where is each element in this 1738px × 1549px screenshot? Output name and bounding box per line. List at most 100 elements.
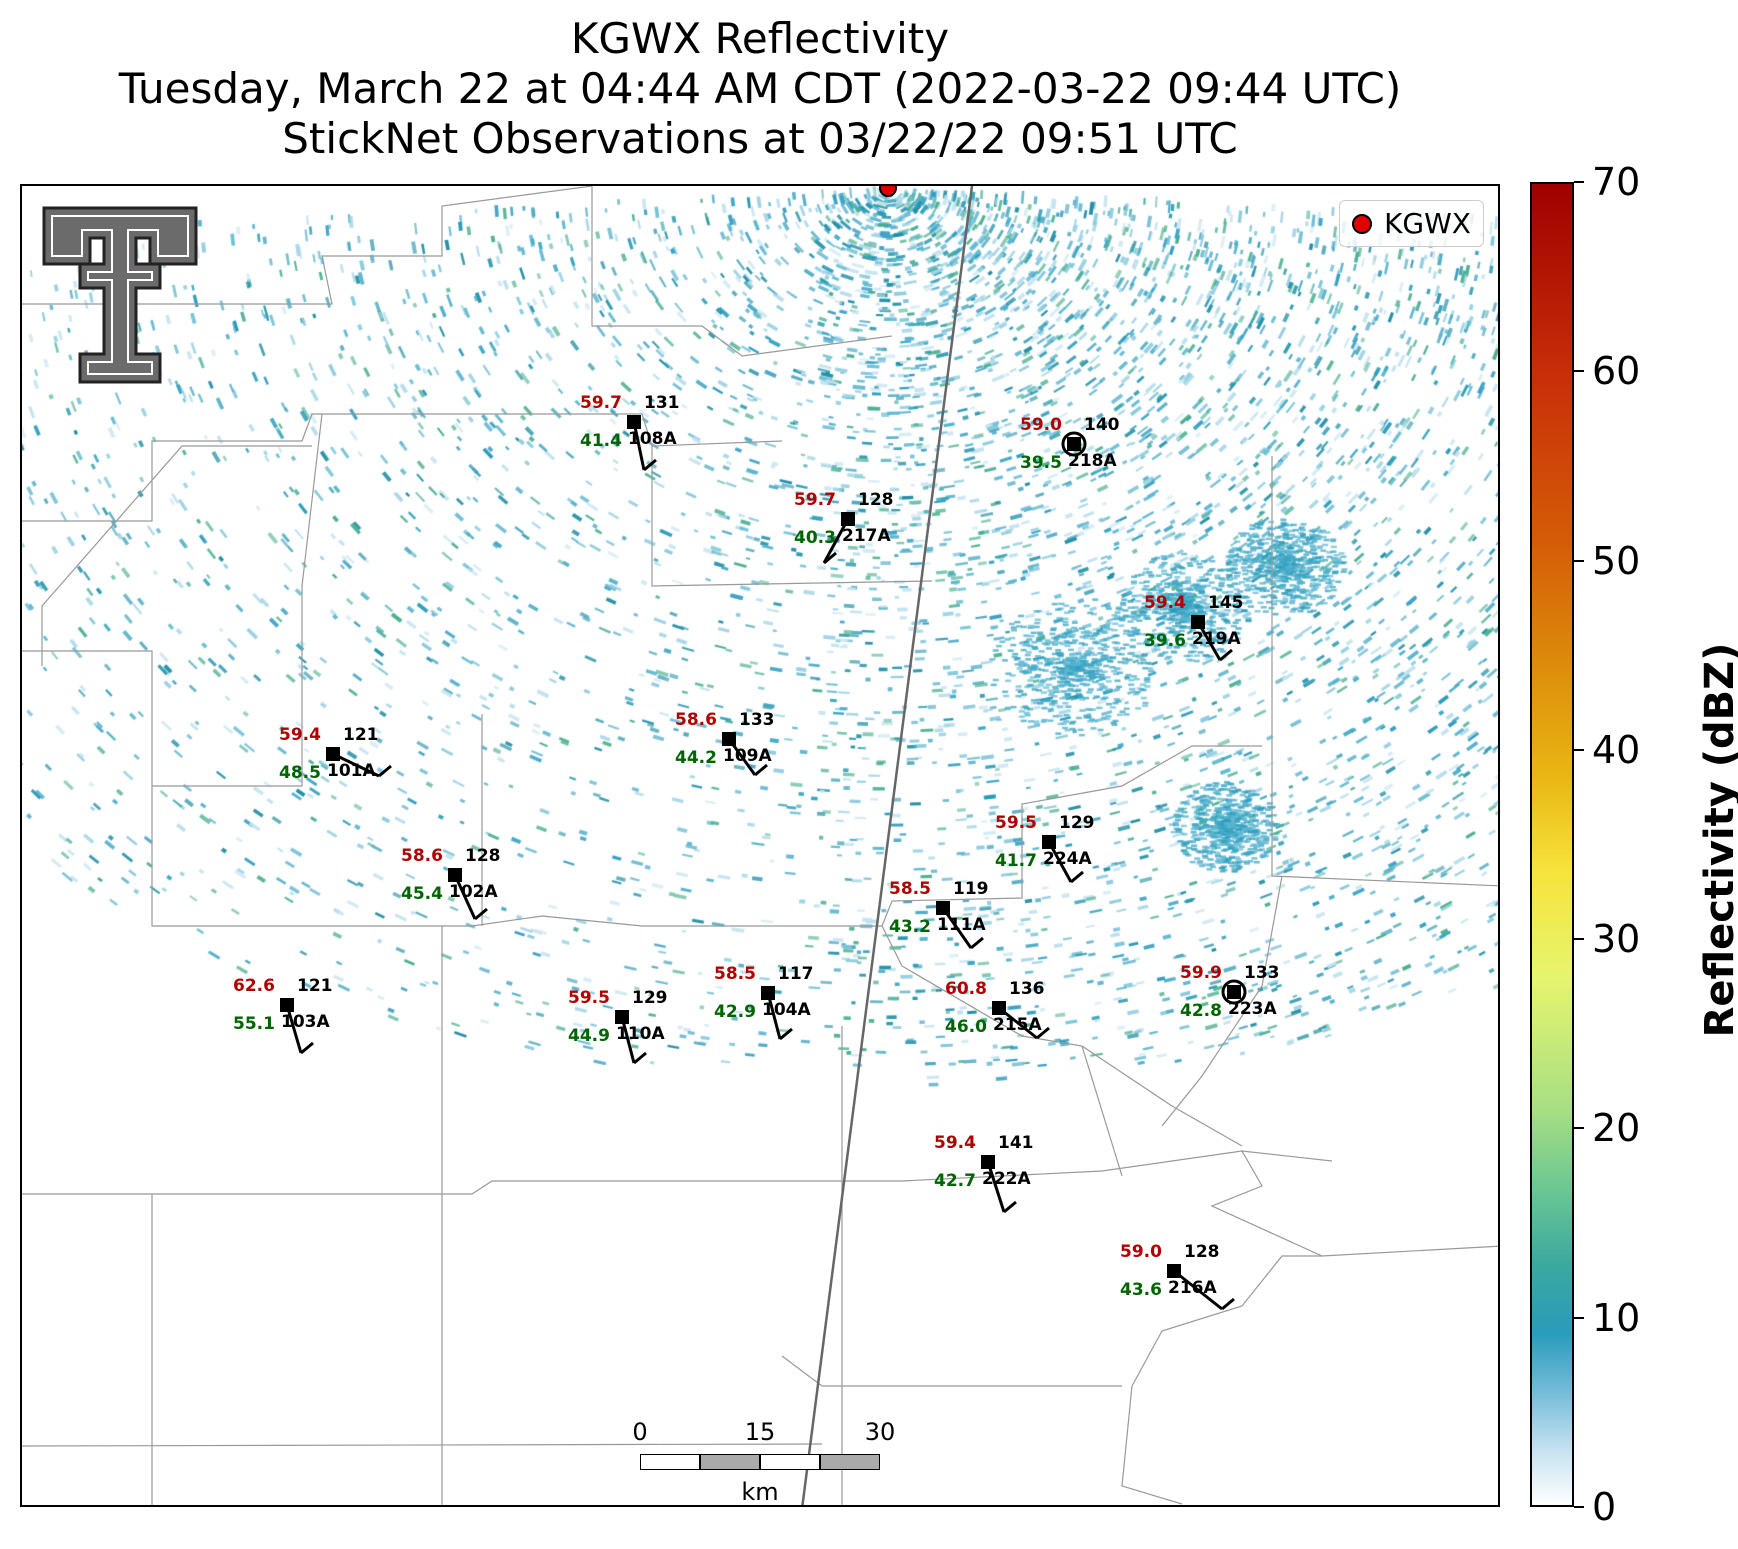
station-id: 215A	[993, 1015, 1042, 1035]
station-103a[interactable]: 62.6 121 55.1 103A	[233, 976, 333, 1055]
county-boundary	[1161, 875, 1283, 1127]
station-dewpoint: 48.5	[279, 763, 321, 783]
wind-barb-flag	[474, 907, 488, 921]
wind-barb-icon	[632, 421, 646, 471]
station-temperature: 58.5	[714, 964, 756, 984]
map-overlay: 59.7 131 41.4 108A 59.7 128 40.3 217A 59.0 140 39.…	[22, 186, 1498, 1505]
station-108a[interactable]: 59.7 131 41.4 108A	[580, 393, 680, 472]
station-marker-icon	[1042, 835, 1056, 849]
station-104a[interactable]: 58.5 117 42.9 104A	[714, 964, 814, 1041]
colorbar-tick-label: 20	[1592, 1106, 1641, 1151]
station-111a[interactable]: 58.5 119 43.2 111A	[889, 879, 989, 950]
station-marker-icon	[1167, 1264, 1181, 1278]
station-102a[interactable]: 58.6 128 45.4 102A	[401, 846, 501, 921]
station-wind-direction: 128	[465, 846, 501, 866]
station-wind-direction: 136	[1009, 979, 1045, 999]
colorbar-tick	[1574, 748, 1584, 751]
station-id: 216A	[1168, 1278, 1217, 1298]
scale-segment	[700, 1454, 760, 1470]
station-wind-direction: 128	[858, 490, 894, 510]
wind-barb-icon	[453, 874, 477, 920]
scale-bar: 0 15 30 km	[632, 1418, 895, 1506]
station-temperature: 59.5	[995, 813, 1037, 833]
colorbar-tick-label: 50	[1592, 538, 1641, 583]
station-dewpoint: 44.2	[675, 748, 717, 768]
station-temperature: 59.4	[1144, 593, 1186, 613]
plot-title: KGWX Reflectivity	[570, 14, 950, 63]
scale-label-0: 0	[632, 1418, 648, 1446]
station-218a[interactable]: 59.0 140 39.5 218A	[1020, 415, 1120, 473]
scale-label-30: 30	[864, 1418, 896, 1446]
station-marker-icon	[448, 868, 462, 882]
colorbar-tick-label: 10	[1592, 1295, 1641, 1340]
station-dewpoint: 55.1	[233, 1014, 275, 1034]
wind-barb-flag	[1003, 1200, 1017, 1214]
station-wind-direction: 131	[644, 393, 680, 413]
county-boundary	[22, 186, 593, 305]
wind-barb-flag	[1036, 1026, 1050, 1040]
station-id: 224A	[1043, 849, 1092, 869]
colorbar-title: Reflectivity (dBZ)	[1697, 642, 1738, 1038]
scale-unit: km	[741, 1478, 779, 1506]
wind-barb-flag	[643, 458, 657, 472]
station-wind-direction: 145	[1208, 593, 1244, 613]
wind-barb-icon	[620, 1016, 636, 1064]
station-marker-icon	[326, 747, 340, 761]
colorbar-tick	[1574, 938, 1584, 941]
colorbar-tick	[1574, 370, 1584, 373]
station-temperature: 59.9	[1180, 963, 1222, 983]
station-223a[interactable]: 59.9 133 42.8 223A	[1180, 963, 1280, 1021]
plot-subtitle-time: Tuesday, March 22 at 04:44 AM CDT (2022-…	[118, 64, 1402, 113]
station-marker-icon	[761, 986, 775, 1000]
station-dewpoint: 43.6	[1120, 1280, 1162, 1300]
station-dewpoint: 42.9	[714, 1002, 756, 1022]
colorbar-tick	[1574, 1316, 1584, 1319]
station-id: 111A	[937, 915, 986, 935]
texas-tech-logo	[42, 206, 198, 384]
station-216a[interactable]: 59.0 128 43.6 216A	[1120, 1242, 1235, 1311]
wind-barb-flag	[1219, 648, 1233, 662]
station-marker-icon	[1067, 437, 1081, 451]
station-dewpoint: 46.0	[945, 1017, 987, 1037]
station-wind-direction: 129	[1059, 813, 1095, 833]
county-boundary	[41, 445, 312, 666]
station-219a[interactable]: 59.4 145 39.6 219A	[1144, 593, 1244, 662]
colorbar-tick	[1574, 181, 1584, 183]
legend-label: KGWX	[1384, 207, 1471, 240]
station-224a[interactable]: 59.5 129 41.7 224A	[995, 813, 1095, 884]
station-wind-direction: 121	[297, 976, 333, 996]
station-dewpoint: 39.6	[1144, 631, 1186, 651]
map-panel[interactable]: 59.7 131 41.4 108A 59.7 128 40.3 217A 59.0 140 39.…	[20, 184, 1500, 1507]
radar-site-marker-icon	[1352, 213, 1373, 234]
station-temperature: 59.7	[794, 490, 836, 510]
county-boundary	[591, 186, 893, 357]
station-wind-direction: 129	[632, 988, 668, 1008]
station-dewpoint: 44.9	[568, 1026, 610, 1046]
county-boundary	[1271, 456, 1498, 887]
station-110a[interactable]: 59.5 129 44.9 110A	[568, 988, 668, 1065]
station-217a[interactable]: 59.7 128 40.3 217A	[794, 490, 894, 565]
station-marker-icon	[615, 1010, 629, 1024]
station-222a[interactable]: 59.4 141 42.7 222A	[934, 1133, 1034, 1214]
scale-label-15: 15	[744, 1418, 776, 1446]
station-dewpoint: 41.4	[580, 431, 622, 451]
station-101a[interactable]: 59.4 121 48.5 101A	[279, 725, 392, 783]
plot-subtitle-obs: StickNet Observations at 03/22/22 09:51 …	[282, 114, 1238, 163]
wind-barb-icon	[285, 1004, 303, 1054]
station-temperature: 59.0	[1020, 415, 1062, 435]
colorbar-tick-label: 40	[1592, 727, 1641, 772]
county-boundary	[22, 413, 783, 522]
station-marker-icon	[992, 1001, 1006, 1015]
station-id: 101A	[327, 761, 376, 781]
station-id: 102A	[449, 882, 498, 902]
station-wind-direction: 133	[739, 710, 775, 730]
scale-segment	[760, 1454, 820, 1470]
county-boundary	[881, 925, 1123, 1177]
state-boundary	[801, 186, 974, 1505]
station-wind-direction: 141	[998, 1133, 1034, 1153]
station-id: 103A	[281, 1012, 330, 1032]
wind-barb-icon	[332, 752, 380, 778]
station-109a[interactable]: 58.6 133 44.2 109A	[675, 710, 775, 777]
station-215a[interactable]: 60.8 136 46.0 215A	[945, 979, 1050, 1040]
station-marker-icon	[627, 415, 641, 429]
